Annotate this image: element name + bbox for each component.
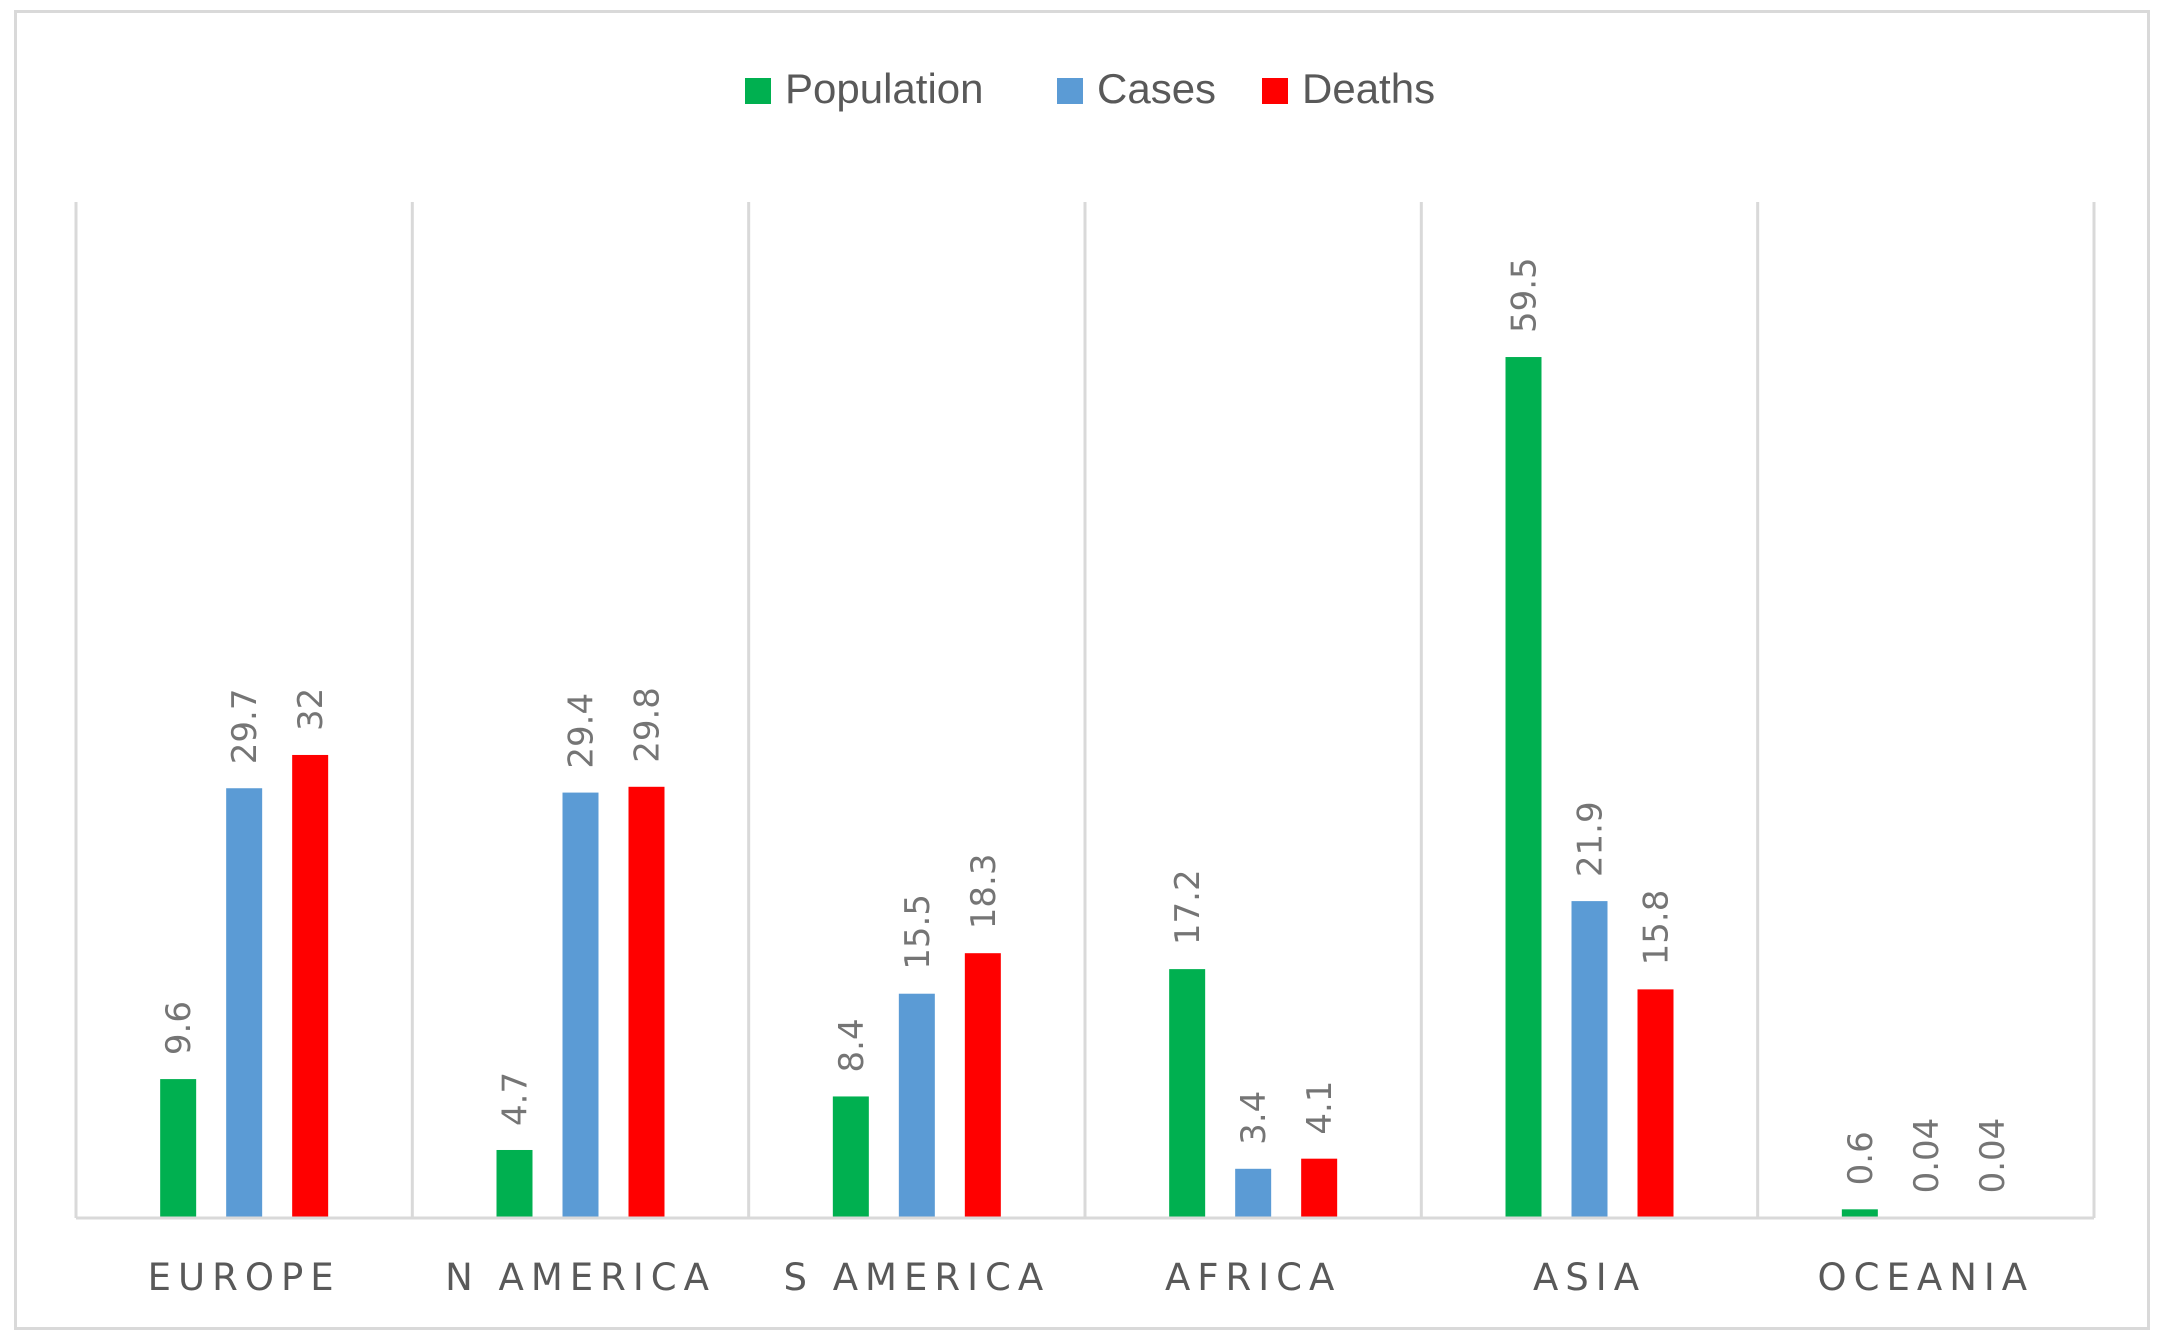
bars-layer xyxy=(160,357,2010,1218)
legend-item-deaths: Deaths xyxy=(1262,65,1435,112)
value-label: 29.8 xyxy=(628,687,668,763)
bar-deaths xyxy=(292,754,329,1218)
category-label: S AMERICA xyxy=(784,1256,1051,1299)
legend-swatch xyxy=(1262,78,1288,104)
category-label: N AMERICA xyxy=(445,1256,716,1299)
bar-cases xyxy=(562,792,599,1218)
value-label: 17.2 xyxy=(1168,869,1208,945)
legend-swatch xyxy=(745,78,771,104)
value-label: 29.4 xyxy=(562,693,602,769)
value-label: 9.6 xyxy=(159,1001,199,1055)
bar-deaths xyxy=(1637,989,1674,1218)
legend-label: Population xyxy=(785,65,984,112)
bar-cases xyxy=(1235,1168,1272,1218)
value-label: 32 xyxy=(291,688,331,731)
value-label: 0.04 xyxy=(1973,1118,2013,1194)
value-label: 8.4 xyxy=(832,1018,872,1072)
bar-population xyxy=(1169,969,1206,1218)
value-label: 59.5 xyxy=(1505,257,1545,333)
value-label: 15.5 xyxy=(898,894,938,970)
category-label: EUROPE xyxy=(148,1256,341,1299)
category-label: OCEANIA xyxy=(1818,1256,2035,1299)
chart-frame xyxy=(14,10,2150,1330)
value-label: 0.04 xyxy=(1907,1118,1947,1194)
value-label: 29.7 xyxy=(225,689,265,765)
bar-population xyxy=(1841,1209,1878,1218)
category-label: ASIA xyxy=(1533,1256,1646,1299)
bar-deaths xyxy=(1301,1158,1338,1218)
legend-label: Cases xyxy=(1097,65,1216,112)
category-label: AFRICA xyxy=(1165,1256,1341,1299)
bar-population xyxy=(832,1096,869,1218)
value-label: 18.3 xyxy=(964,853,1004,929)
value-label: 0.6 xyxy=(1841,1131,1881,1185)
value-label: 4.1 xyxy=(1300,1081,1340,1135)
bar-population xyxy=(160,1079,197,1218)
legend-item-cases: Cases xyxy=(1057,65,1216,112)
legend-swatch xyxy=(1057,78,1083,104)
legend: Population Cases Deaths xyxy=(745,65,1435,112)
bar-cases xyxy=(1571,901,1608,1218)
value-label: 3.4 xyxy=(1234,1091,1274,1145)
legend-label: Deaths xyxy=(1302,65,1435,112)
value-label: 21.9 xyxy=(1571,801,1611,877)
bar-population xyxy=(496,1149,533,1218)
category-labels-layer: EUROPE N AMERICA S AMERICA AFRICA ASIA OCEANI… xyxy=(148,1256,2035,1299)
value-label: 4.7 xyxy=(496,1072,536,1126)
value-labels-layer: 9.6 29.7 32 4.7 29.4 29.8 8.4 15.5 18.3 17.2 3.4 4.… xyxy=(159,257,2013,1193)
value-label: 15.8 xyxy=(1637,890,1677,966)
bar-deaths xyxy=(628,786,665,1218)
bar-cases xyxy=(226,788,263,1218)
bar-population xyxy=(1505,357,1542,1218)
bar-deaths xyxy=(964,953,1001,1218)
bar-cases xyxy=(898,993,935,1218)
legend-item-population: Population xyxy=(745,65,984,112)
gridlines xyxy=(74,202,2096,1218)
